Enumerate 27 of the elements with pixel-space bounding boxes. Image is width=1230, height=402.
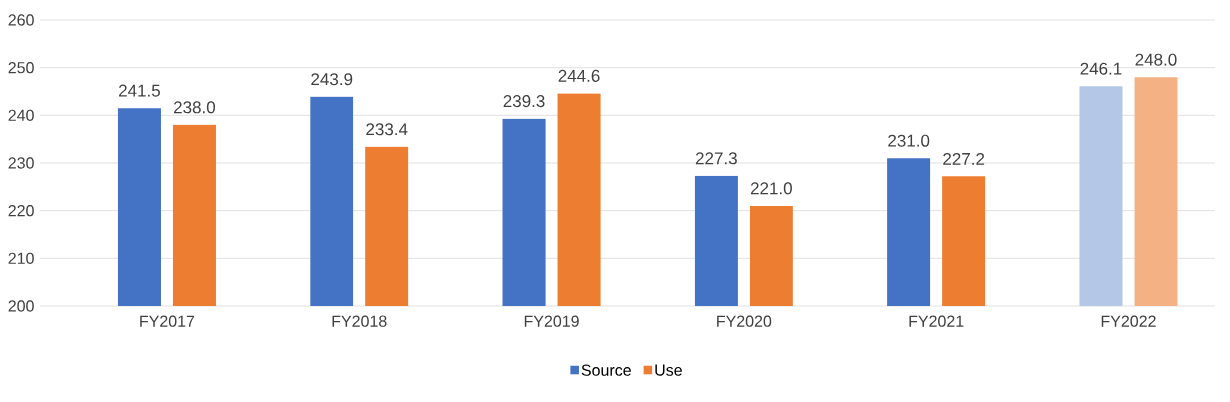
data-label: 227.3 — [695, 152, 737, 165]
data-label: 227.2 — [943, 152, 985, 165]
data-label: 243.9 — [311, 73, 353, 86]
x-tick-label: FY2018 — [332, 315, 387, 327]
data-label: 246.1 — [1080, 62, 1122, 75]
y-tick-label: 260 — [8, 14, 34, 26]
x-tick-label: FY2020 — [717, 315, 772, 327]
data-label: 248.0 — [1135, 53, 1177, 66]
x-tick-label: FY2019 — [524, 315, 579, 327]
data-label: 221.0 — [750, 182, 792, 195]
data-label: 233.4 — [366, 123, 408, 136]
data-label: 244.6 — [558, 69, 600, 82]
y-tick-label: 220 — [8, 205, 34, 217]
x-tick-label: FY2017 — [140, 315, 195, 327]
y-tick-label: 250 — [8, 62, 34, 74]
legend-label: Use — [655, 364, 682, 376]
x-tick-label: FY2021 — [909, 315, 964, 327]
y-tick-label: 240 — [8, 109, 34, 121]
data-label: 231.0 — [888, 134, 930, 147]
data-label: 239.3 — [503, 95, 545, 108]
y-tick-label: 200 — [8, 300, 34, 312]
x-tick-label: FY2022 — [1101, 315, 1156, 327]
legend-label: Source — [581, 364, 631, 376]
data-label: 238.0 — [174, 101, 216, 114]
y-tick-label: 210 — [8, 252, 34, 264]
y-tick-label: 230 — [8, 157, 34, 169]
data-label: 241.5 — [119, 84, 160, 97]
